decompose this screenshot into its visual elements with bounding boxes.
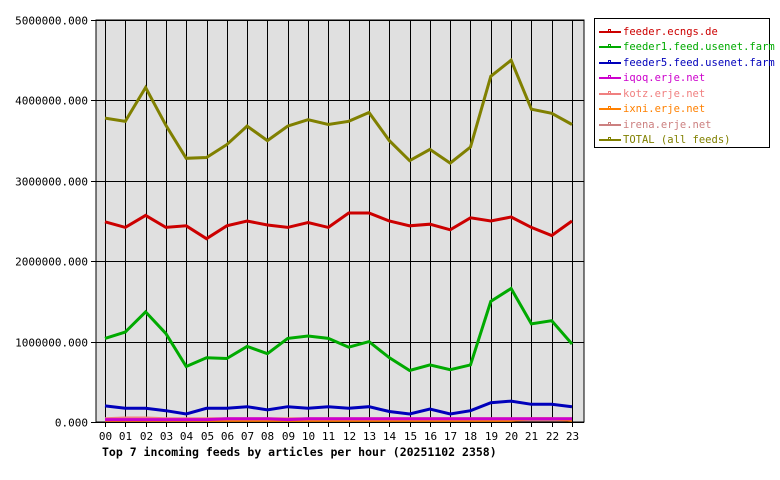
x-tick-label: 09 [282, 430, 295, 443]
legend: feeder.ecngs.de feeder1.feed.usenet.farm f… [594, 18, 775, 149]
x-tick-label: 18 [464, 430, 477, 443]
legend-line-marker-icon [599, 42, 621, 52]
series-line-feeder-ecngs-de [104, 211, 573, 241]
x-tick-label: 21 [525, 430, 538, 443]
x-tick-label: 04 [180, 430, 194, 443]
y-tick-label: 3000000.000 [15, 176, 88, 189]
y-tick-label: 1000000.000 [15, 337, 88, 350]
legend-item: kotz.erje.net [599, 86, 769, 102]
plot-area [95, 19, 585, 423]
legend-line-marker-icon [599, 58, 621, 68]
x-tick-label: 06 [221, 430, 234, 443]
y-axis: 0.000 1000000.000 2000000.000 3000000.000 40… [15, 15, 96, 430]
x-tick-label: 12 [343, 430, 356, 443]
x-tick-label: 00 [99, 430, 112, 443]
legend-label: TOTAL (all feeds) [623, 134, 731, 147]
legend-item: feeder.ecngs.de [599, 24, 769, 40]
legend-item: irena.erje.net [599, 117, 769, 133]
chart-title: Top 7 incoming feeds by articles per hou… [102, 445, 497, 459]
legend-label: feeder5.feed.usenet.farm [623, 56, 775, 69]
series-line-feeder5-feed-usenet-farm [104, 399, 573, 416]
x-tick-label: 01 [119, 430, 132, 443]
x-tick-label: 14 [383, 430, 397, 443]
x-tick-label: 19 [485, 430, 498, 443]
legend-item: ixni.erje.net [599, 102, 769, 118]
x-tick-label: 15 [404, 430, 417, 443]
x-tick-label: 03 [160, 430, 173, 443]
series-line-iqoq-erje-net [105, 417, 572, 422]
x-tick-label: 20 [505, 430, 518, 443]
legend-line-marker-icon [599, 89, 621, 99]
legend-label: iqoq.erje.net [623, 72, 706, 85]
x-tick-label: 02 [140, 430, 153, 443]
x-tick-label: 11 [322, 430, 335, 443]
x-tick-label: 17 [444, 430, 457, 443]
x-tick-label: 22 [546, 430, 559, 443]
series-lines [104, 57, 574, 422]
legend-item: feeder1.feed.usenet.farm [599, 40, 775, 56]
x-tick-label: 08 [261, 430, 274, 443]
series-line-total-all-feeds [104, 57, 573, 165]
legend-label: irena.erje.net [623, 118, 712, 131]
legend-label: feeder.ecngs.de [623, 25, 718, 38]
legend-label: kotz.erje.net [623, 87, 706, 100]
y-tick-label: 0.000 [55, 417, 88, 430]
legend-line-marker-icon [599, 27, 621, 37]
legend-item: feeder5.feed.usenet.farm [599, 55, 775, 71]
x-tick-label: 10 [302, 430, 315, 443]
x-tick-label: 23 [566, 430, 579, 443]
legend-label: ixni.erje.net [623, 103, 706, 116]
y-tick-label: 2000000.000 [15, 256, 88, 269]
x-tick-label: 16 [424, 430, 437, 443]
x-tick-label: 13 [363, 430, 376, 443]
y-tick-label: 4000000.000 [15, 95, 88, 108]
y-tick-label: 5000000.000 [15, 15, 88, 28]
legend-line-marker-icon [599, 120, 621, 130]
x-tick-label: 07 [241, 430, 254, 443]
legend-line-marker-icon [599, 135, 621, 145]
legend-label: feeder1.feed.usenet.farm [623, 41, 775, 54]
series-line-feeder1-feed-usenet-farm [104, 286, 574, 373]
legend-line-marker-icon [599, 104, 621, 114]
legend-line-marker-icon [599, 73, 621, 83]
legend-item: iqoq.erje.net [599, 71, 769, 87]
x-tick-label: 05 [201, 430, 214, 443]
legend-item: TOTAL (all feeds) [599, 133, 769, 149]
x-axis: 00 01 02 03 04 05 06 07 08 09 10 11 12 13 14 15 16 17 18 19… [99, 422, 579, 443]
